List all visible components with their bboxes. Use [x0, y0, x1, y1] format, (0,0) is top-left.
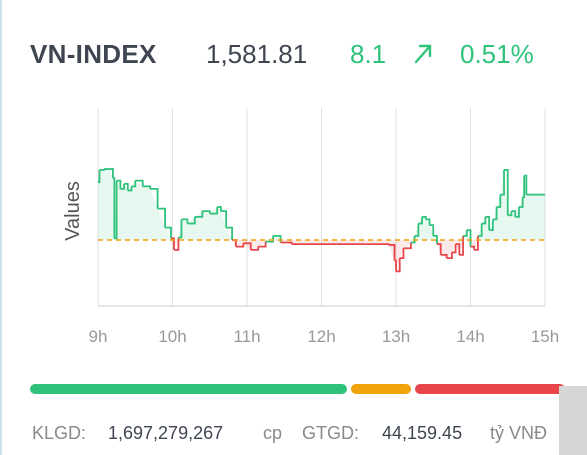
gtgd-value: 44,159.45 [382, 423, 463, 443]
series-line-segment [114, 180, 118, 240]
series-line-segment [500, 169, 505, 196]
series-line-segment [477, 223, 483, 237]
series-line-segment [433, 234, 438, 245]
x-tick-label: 12h [307, 327, 335, 346]
y-axis-label: Values [62, 181, 84, 241]
panel-left-border [0, 0, 2, 455]
x-axis-ticks: 9h 10h 11h 12h 13h 14h 15h [89, 327, 560, 346]
series-line-segment [455, 243, 461, 255]
series-line-segment [403, 242, 412, 250]
series-line-segment [489, 219, 494, 232]
series-line-segment [515, 207, 520, 218]
series-line-segment [366, 243, 390, 246]
chart-grid [97, 108, 546, 307]
series-line-segment [459, 235, 464, 256]
area-fill-up [98, 169, 545, 240]
series-line-segment [258, 241, 267, 248]
series-line-segment [399, 248, 405, 260]
series-line-segment [466, 229, 472, 247]
series-line-segment [165, 226, 172, 239]
index-header: VN-INDEX 1,581.81 8.1 0.51% [30, 34, 570, 74]
breadth-down-segment [415, 384, 565, 394]
series-line-segment [492, 207, 498, 221]
series-line-segment [135, 179, 144, 187]
series-line-segment [250, 246, 260, 251]
series-line-segment [418, 216, 423, 225]
series-line-segment [429, 224, 435, 236]
series-line-segment [463, 230, 468, 237]
series-line-segment [124, 183, 129, 191]
index-percent: 0.51% [460, 39, 534, 69]
series-line-segment [414, 223, 420, 237]
series-line-segment [235, 243, 245, 248]
series-line-segment [425, 218, 431, 226]
series-line-segment [226, 226, 234, 240]
series-line-segment [265, 235, 274, 243]
series-line-segment [178, 219, 183, 239]
series-line-segment [109, 168, 114, 179]
breadth-up-segment [30, 384, 347, 394]
klgd-unit: cp [263, 423, 283, 443]
market-breadth-bar [30, 384, 565, 396]
series-line-segment [507, 211, 513, 217]
series-line-segment [388, 244, 396, 261]
x-tick-label: 9h [89, 327, 108, 346]
x-tick-label: 14h [456, 327, 484, 346]
series-line-segment [451, 244, 457, 254]
series-line-segment [171, 237, 175, 250]
series-line-segment [131, 180, 137, 188]
series-line-segment [396, 258, 401, 273]
series-line-segment [217, 206, 222, 212]
index-name[interactable]: VN-INDEX [30, 39, 157, 69]
klgd-label: KLGD: [32, 423, 87, 443]
gtgd-label: GTGD: [302, 423, 359, 443]
series-line-segment [243, 242, 252, 250]
arrow-up-right-icon [410, 34, 440, 74]
scrollbar-thumb[interactable] [559, 386, 587, 455]
series-line-segment [518, 197, 524, 208]
series-line-segment [120, 183, 125, 190]
series-line-segment [481, 216, 487, 225]
series-line-segment [446, 252, 453, 260]
series-line-segment [410, 235, 416, 244]
series-line-segment [99, 168, 105, 171]
breadth-unchanged-segment [351, 384, 412, 394]
series-line-segment [194, 211, 204, 218]
series-line-segment [511, 210, 517, 217]
x-tick-label: 15h [531, 327, 559, 346]
series-line-segment [522, 175, 526, 198]
series-line-segment [157, 207, 166, 228]
series-line-segment [436, 243, 442, 255]
intraday-chart: Values 9h 10h 11h 12h 13h 14h 15h [62, 108, 560, 346]
series-line-segment [112, 177, 116, 239]
series-line-segment [470, 245, 476, 250]
chart-series [98, 168, 545, 273]
series-line-segment [116, 179, 122, 189]
trading-summary: KLGD: 1,697,279,267 cp GTGD: 44,159.45 t… [32, 418, 587, 448]
series-line-segment [440, 253, 448, 259]
series-line-segment [485, 216, 491, 231]
series-line-segment [173, 237, 180, 251]
klgd-value: 1,697,279,267 [108, 423, 224, 443]
series-line-segment [98, 169, 101, 184]
x-tick-label: 13h [382, 327, 410, 346]
series-line-segment [504, 168, 509, 216]
series-line-segment [127, 186, 133, 192]
series-line-segment [181, 218, 189, 224]
series-line-segment [150, 187, 159, 209]
x-tick-label: 11h [233, 327, 260, 346]
gtgd-unit: tỷ VNĐ [490, 423, 548, 443]
series-line-segment [394, 259, 397, 272]
index-change: 8.1 [350, 39, 387, 69]
series-line-segment [187, 216, 196, 225]
series-line-segment [209, 207, 219, 215]
series-line-segment [524, 174, 528, 195]
series-line-segment [496, 194, 502, 208]
x-tick-label: 10h [158, 327, 186, 346]
series-line-segment [220, 210, 228, 228]
index-value: 1,581.81 [206, 39, 308, 69]
